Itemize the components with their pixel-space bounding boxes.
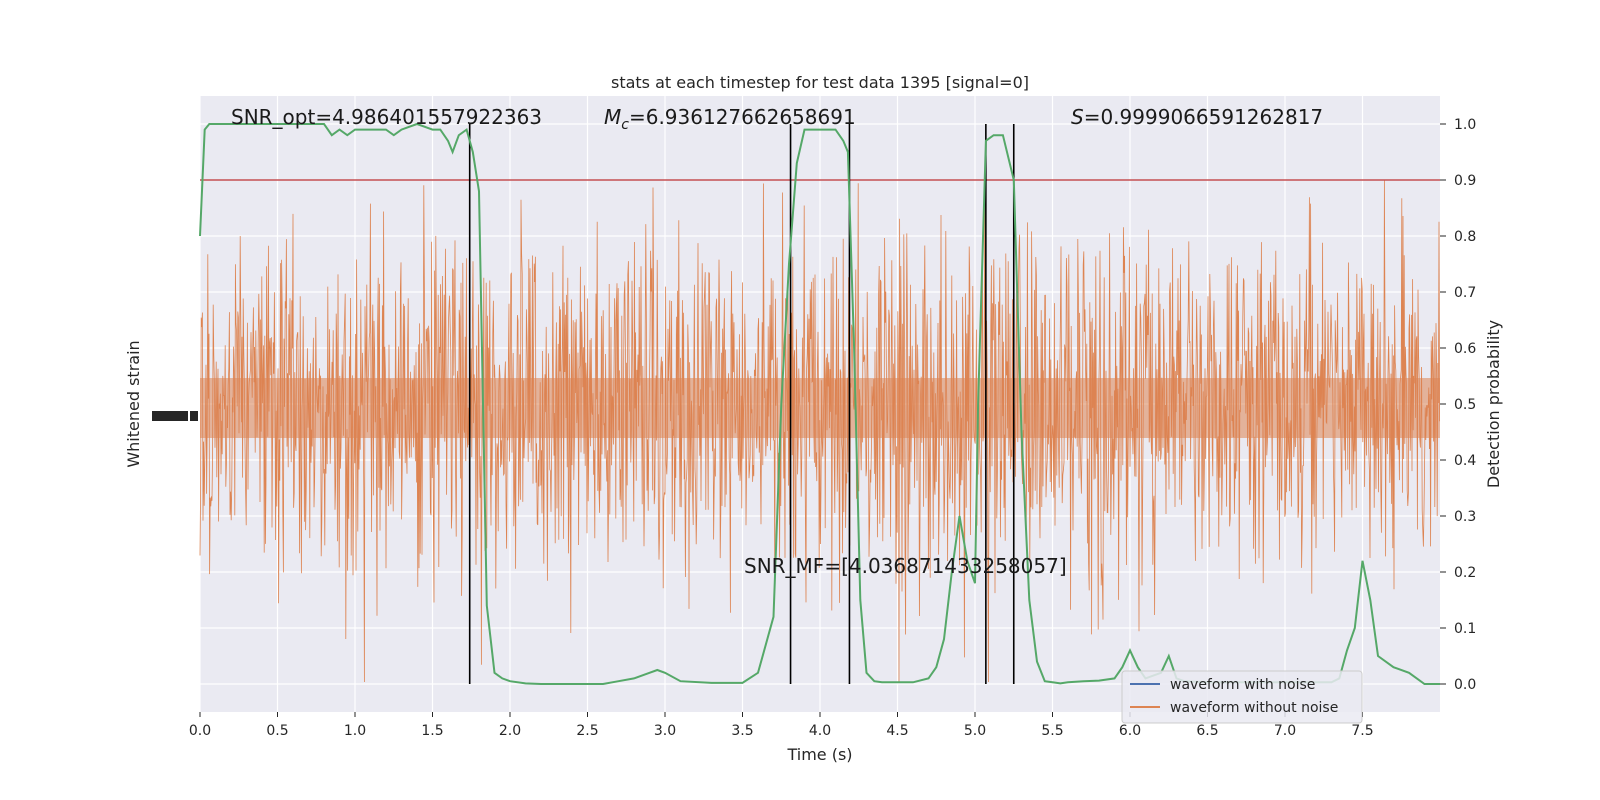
vertical-markers	[468, 124, 1015, 684]
statistic-annotation: S=0.9999066591262817	[1071, 105, 1323, 129]
x-tick-label: 6.0	[1119, 723, 1141, 739]
legend-box	[1121, 670, 1363, 724]
chirp-mass-annotation: Mc=6.936127662658691	[604, 105, 856, 133]
x-tick-label: 0.0	[189, 723, 211, 739]
y-tick-label: 0.5	[1454, 397, 1476, 413]
x-tick-label: 6.5	[1196, 723, 1218, 739]
y-axis-ticks-right: 0.0 0.1 0.2 0.3 0.4 0.5 0.6 0.7 0.8 0.9 1.0	[1440, 117, 1476, 693]
x-tick-label: 1.0	[344, 723, 366, 739]
snr-mf-annotation: SNR_MF=[4.036871433258057]	[744, 554, 1067, 578]
y-tick-label: 1.0	[1454, 117, 1476, 133]
legend-label-with-noise: waveform with noise	[1170, 677, 1315, 693]
chart-title: stats at each timestep for test data 139…	[611, 73, 1029, 92]
x-tick-label: 5.5	[1041, 723, 1063, 739]
x-axis-label: Time (s)	[786, 745, 852, 764]
y-tick-label: 0.9	[1454, 173, 1476, 189]
x-tick-label: 3.5	[731, 723, 753, 739]
y-tick-label: 0.1	[1454, 621, 1476, 637]
left-tick-mark	[152, 411, 166, 421]
x-tick-label: 7.5	[1351, 723, 1373, 739]
legend: waveform with noise waveform without noi…	[1121, 670, 1363, 724]
x-axis-ticks: 0.0 0.5 1.0 1.5 2.0 2.5 3.0 3.5 4.0 4.5 5.0 5.5 6.0 6…	[189, 712, 1374, 739]
left-tick-mark	[190, 411, 198, 421]
y-tick-label: 0.0	[1454, 677, 1476, 693]
x-tick-label: 2.5	[576, 723, 598, 739]
x-tick-label: 4.5	[886, 723, 908, 739]
y-tick-label: 0.8	[1454, 229, 1476, 245]
snr-opt-annotation: SNR_opt=4.986401557922363	[231, 105, 542, 129]
y-tick-label: 0.4	[1454, 453, 1476, 469]
left-axis-ticks	[152, 411, 198, 421]
chirp-mass-value: =6.936127662658691	[629, 105, 856, 129]
y-tick-label: 0.3	[1454, 509, 1476, 525]
chirp-mass-symbol: M	[604, 105, 621, 129]
y-tick-label: 0.2	[1454, 565, 1476, 581]
y-tick-label: 0.7	[1454, 285, 1476, 301]
strain-waveform	[199, 179, 1440, 683]
x-tick-label: 0.5	[266, 723, 288, 739]
left-tick-mark	[176, 411, 188, 421]
x-tick-label: 1.5	[421, 723, 443, 739]
x-tick-label: 7.0	[1274, 723, 1296, 739]
y-tick-label: 0.6	[1454, 341, 1476, 357]
y-axis-label-right: Detection probability	[1484, 320, 1503, 488]
y-axis-label-left: Whitened strain	[124, 340, 143, 467]
chirp-mass-subscript: c	[621, 117, 629, 133]
x-tick-label: 3.0	[654, 723, 676, 739]
x-tick-label: 2.0	[499, 723, 521, 739]
x-tick-label: 4.0	[809, 723, 831, 739]
statistic-value: =0.9999066591262817	[1084, 105, 1323, 129]
legend-label-without-noise: waveform without noise	[1170, 700, 1338, 716]
x-tick-label: 5.0	[964, 723, 986, 739]
statistic-symbol: S	[1071, 105, 1084, 129]
